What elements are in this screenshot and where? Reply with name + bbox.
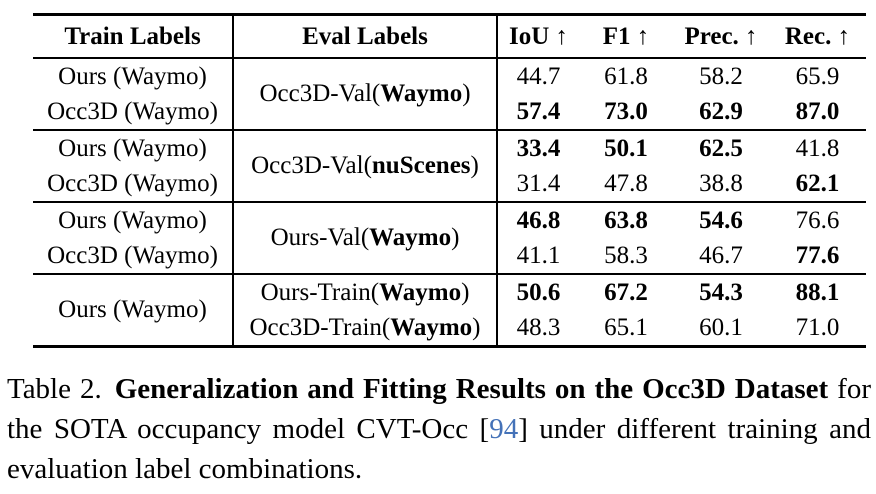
metric-cell: 31.4 xyxy=(516,169,561,197)
header-row: Train Labels Eval Labels IoU ↑ F1 ↑ Prec… xyxy=(33,14,866,58)
eval-label-dataset: Waymo xyxy=(379,278,462,306)
metric-cell: 48.3 xyxy=(516,313,561,341)
metric-cell: 46.7 xyxy=(699,241,743,269)
train-label-cell: Occ3D (Waymo) xyxy=(33,166,234,202)
eval-label-suffix: ) xyxy=(461,278,470,306)
col-header-f1: F1 ↑ xyxy=(602,22,650,50)
col-header-iou: IoU ↑ xyxy=(508,22,569,50)
caption-text: for the SOTA occupancy model CVT-Occ [ xyxy=(7,373,871,445)
eval-label-suffix: ) xyxy=(451,224,460,251)
eval-label-cell: Ours-Val(Waymo) xyxy=(233,202,498,274)
eval-label-cell: Occ3D-Train(Waymo) xyxy=(233,310,498,347)
train-label-cell: Occ3D (Waymo) xyxy=(33,238,234,274)
metric-cell: 38.8 xyxy=(699,169,743,197)
metric-cell: 54.6 xyxy=(699,206,743,234)
metric-cell: 67.2 xyxy=(604,278,648,306)
metric-cell: 61.8 xyxy=(604,62,648,90)
eval-label-dataset: Waymo xyxy=(380,80,463,107)
metric-cell: 88.1 xyxy=(795,278,840,306)
eval-label-dataset: Waymo xyxy=(369,224,452,251)
table-row: Occ3D (Waymo) 57.4 73.0 62.9 87.0 xyxy=(33,94,866,130)
eval-label-cell: Ours-Train(Waymo) xyxy=(233,274,498,310)
caption-label: Table 2. xyxy=(7,373,102,405)
metric-cell: 65.1 xyxy=(604,313,648,341)
metric-cell: 63.8 xyxy=(604,206,648,234)
metric-cell: 54.3 xyxy=(699,278,743,306)
metric-cell: 41.1 xyxy=(516,241,561,269)
eval-label-dataset: Waymo xyxy=(390,313,473,341)
caption-text-after: ] under different training and evaluatio… xyxy=(7,413,871,485)
train-label-cell: Ours (Waymo) xyxy=(33,58,234,94)
table-row: Occ3D-Train(Waymo) 48.3 65.1 60.1 71.0 xyxy=(33,310,866,347)
eval-label-prefix: Occ3D-Val( xyxy=(259,80,381,107)
metric-cell: 44.7 xyxy=(516,62,561,90)
metric-cell: 87.0 xyxy=(795,97,840,125)
metric-cell: 62.5 xyxy=(699,134,743,162)
metric-cell: 71.0 xyxy=(795,313,840,341)
metric-cell: 73.0 xyxy=(604,97,648,125)
metric-cell: 62.1 xyxy=(795,169,840,197)
caption-title-bold: Generalization and Fitting Results on th… xyxy=(114,373,829,405)
train-label-cell: Occ3D (Waymo) xyxy=(33,94,234,130)
metric-cell: 57.4 xyxy=(516,97,561,125)
metric-cell: 46.8 xyxy=(516,206,561,234)
metric-cell: 33.4 xyxy=(516,134,561,162)
col-header-prec: Prec. ↑ xyxy=(684,22,758,50)
metric-cell: 50.6 xyxy=(516,278,561,306)
metric-cell: 47.8 xyxy=(604,169,648,197)
metric-cell: 77.6 xyxy=(795,241,840,269)
metric-cell: 76.6 xyxy=(795,206,840,234)
table-caption: Table 2. Generalization and Fitting Resul… xyxy=(7,369,871,489)
eval-label-cell: Occ3D-Val(nuScenes) xyxy=(233,130,498,202)
metric-cell: 50.1 xyxy=(604,134,648,162)
col-header-eval-labels: Eval Labels xyxy=(233,14,498,58)
results-table: Train Labels Eval Labels IoU ↑ F1 ↑ Prec… xyxy=(33,13,866,348)
eval-label-cell: Occ3D-Val(Waymo) xyxy=(233,58,498,130)
eval-label-suffix: ) xyxy=(462,80,471,107)
table-row: Ours (Waymo) Occ3D-Val(Waymo) 44.7 61.8 … xyxy=(33,58,866,130)
train-label-cell: Ours (Waymo) xyxy=(33,274,234,347)
col-header-train-labels: Train Labels xyxy=(33,14,234,58)
metric-cell: 58.3 xyxy=(604,241,648,269)
eval-label-prefix: Occ3D-Val( xyxy=(251,152,372,179)
metric-cell: 58.2 xyxy=(699,62,743,90)
eval-label-suffix: ) xyxy=(472,313,481,341)
col-header-rec: Rec. ↑ xyxy=(784,22,851,50)
citation-number[interactable]: 94 xyxy=(489,413,519,445)
table-row: Ours (Waymo) Ours-Val(Waymo) 46.8 63.8 5… xyxy=(33,202,866,274)
metric-cell: 62.9 xyxy=(699,97,743,125)
eval-label-prefix: Occ3D-Train( xyxy=(249,313,391,341)
metric-cell: 65.9 xyxy=(795,62,840,90)
table-row: Ours (Waymo) Occ3D-Val(nuScenes) 33.4 50… xyxy=(33,130,866,202)
train-label-cell: Ours (Waymo) xyxy=(33,202,234,238)
eval-label-prefix: Ours-Val( xyxy=(270,224,370,251)
metric-cell: 41.8 xyxy=(795,134,840,162)
eval-label-prefix: Ours-Train( xyxy=(260,278,380,306)
table-row: Ours (Waymo) Ours-Train(Waymo) 50.6 67.2… xyxy=(33,274,866,347)
train-label-cell: Ours (Waymo) xyxy=(33,130,234,166)
eval-label-suffix: ) xyxy=(470,152,479,179)
eval-label-dataset: nuScenes xyxy=(371,152,471,179)
metric-cell: 60.1 xyxy=(699,313,743,341)
